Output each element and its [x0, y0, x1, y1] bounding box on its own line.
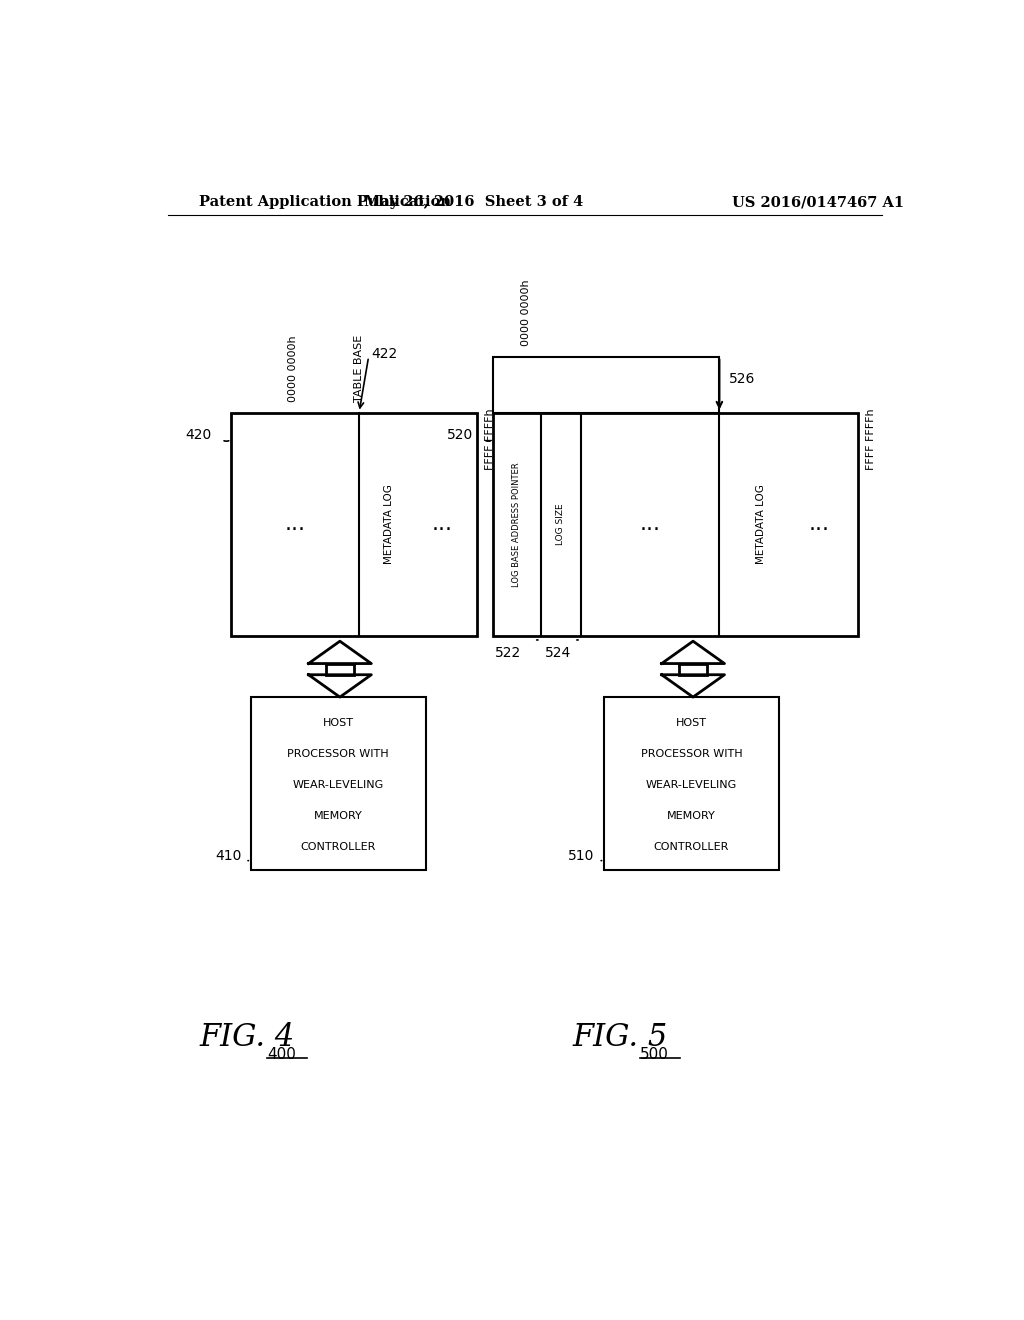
Text: LOG BASE ADDRESS POINTER: LOG BASE ADDRESS POINTER: [512, 462, 521, 586]
Text: FIG. 5: FIG. 5: [572, 1022, 668, 1053]
Text: 524: 524: [545, 647, 570, 660]
Text: CONTROLLER: CONTROLLER: [301, 842, 376, 853]
Bar: [494, 412, 858, 636]
Text: 0000 0000h: 0000 0000h: [521, 280, 530, 346]
Text: CONTROLLER: CONTROLLER: [653, 842, 729, 853]
Text: METADATA LOG: METADATA LOG: [384, 484, 393, 564]
Bar: [604, 697, 778, 870]
Text: ...: ...: [285, 515, 305, 535]
Text: ...: ...: [640, 515, 660, 535]
Text: 522: 522: [495, 647, 521, 660]
Text: FIG. 4: FIG. 4: [200, 1022, 295, 1053]
Text: US 2016/0147467 A1: US 2016/0147467 A1: [732, 195, 904, 209]
Text: 422: 422: [372, 347, 398, 360]
Text: PROCESSOR WITH: PROCESSOR WITH: [641, 750, 742, 759]
Polygon shape: [308, 675, 372, 697]
Text: 520: 520: [446, 428, 473, 442]
Text: 410: 410: [215, 849, 242, 863]
Text: PROCESSOR WITH: PROCESSOR WITH: [288, 750, 389, 759]
Text: FFFF FFFFh: FFFF FFFFh: [866, 408, 877, 470]
Text: TABLE BASE: TABLE BASE: [354, 335, 365, 403]
Bar: [231, 412, 477, 636]
Text: WEAR-LEVELING: WEAR-LEVELING: [646, 780, 737, 791]
Polygon shape: [662, 642, 724, 664]
Text: HOST: HOST: [323, 718, 354, 729]
Text: FFFF FFFFh: FFFF FFFFh: [485, 408, 496, 470]
Bar: [251, 697, 426, 870]
Text: HOST: HOST: [676, 718, 707, 729]
Text: 500: 500: [640, 1047, 669, 1063]
Bar: [494, 356, 720, 412]
Text: Patent Application Publication: Patent Application Publication: [200, 195, 452, 209]
Text: 0000 0000h: 0000 0000h: [288, 335, 298, 403]
Text: 400: 400: [267, 1047, 296, 1063]
Text: 510: 510: [568, 849, 595, 863]
Polygon shape: [662, 675, 724, 697]
Text: ...: ...: [809, 515, 829, 535]
Text: 420: 420: [185, 428, 211, 442]
Text: WEAR-LEVELING: WEAR-LEVELING: [293, 780, 384, 791]
Text: MEMORY: MEMORY: [667, 812, 716, 821]
Text: ...: ...: [431, 515, 453, 535]
Polygon shape: [308, 642, 372, 664]
Text: METADATA LOG: METADATA LOG: [756, 484, 766, 564]
Text: 526: 526: [729, 372, 756, 385]
Text: LOG SIZE: LOG SIZE: [556, 503, 565, 545]
Text: MEMORY: MEMORY: [314, 812, 362, 821]
Text: May 26, 2016  Sheet 3 of 4: May 26, 2016 Sheet 3 of 4: [364, 195, 583, 209]
